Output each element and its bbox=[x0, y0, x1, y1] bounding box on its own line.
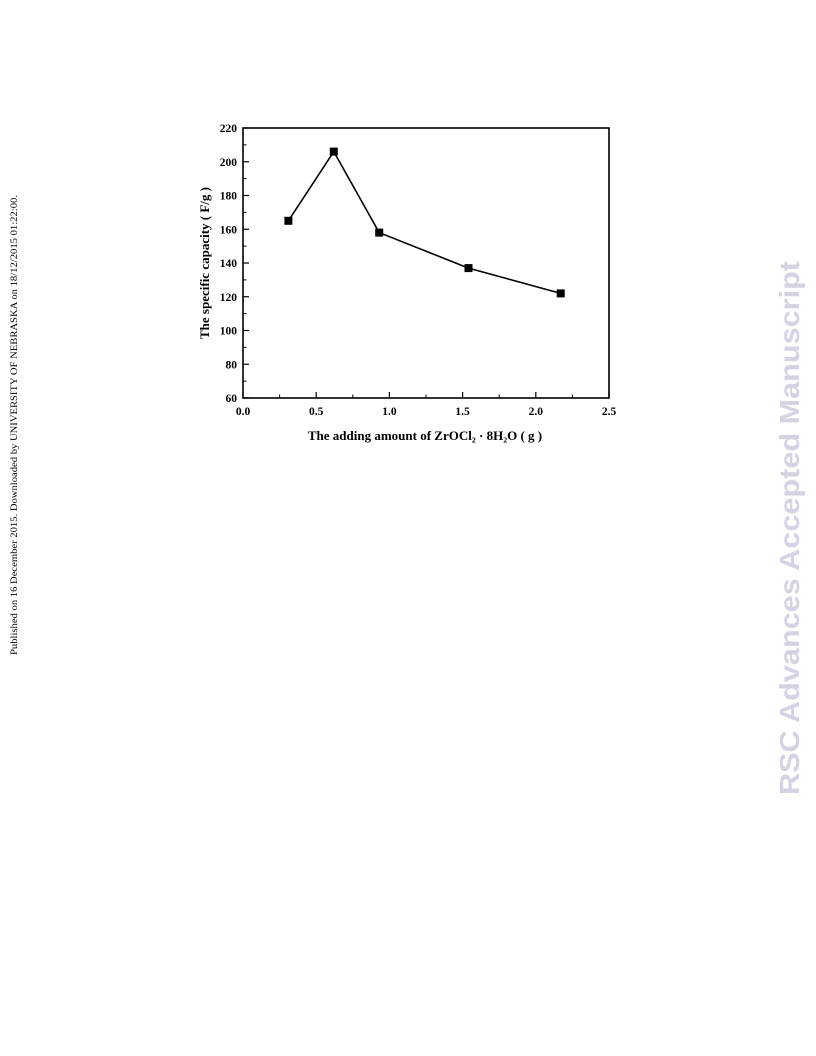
y-tick-label: 140 bbox=[220, 258, 238, 270]
watermark-text: RSC Advances Accepted Manuscript bbox=[774, 261, 805, 795]
x-tick-label: 0.0 bbox=[236, 406, 251, 418]
x-tick-label: 2.5 bbox=[602, 406, 617, 418]
x-axis-title: The adding amount of ZrOCl₂ · 8H₂O ( g ) bbox=[308, 428, 542, 443]
y-tick-label: 180 bbox=[220, 191, 238, 203]
x-tick-label: 0.5 bbox=[309, 406, 324, 418]
data-point-marker bbox=[375, 228, 384, 237]
x-tick-label: 2.0 bbox=[529, 406, 544, 418]
x-tick-label: 1.5 bbox=[455, 406, 470, 418]
data-point-marker bbox=[556, 289, 565, 298]
series-line bbox=[287, 150, 561, 295]
publication-note-text: Published on 16 December 2015. Downloade… bbox=[9, 195, 19, 655]
y-tick-label: 220 bbox=[220, 123, 238, 135]
data-point-marker bbox=[464, 264, 473, 273]
manuscript-watermark: RSC Advances Accepted Manuscript bbox=[770, 258, 806, 798]
y-axis-title: The specific capacity ( F/g ) bbox=[197, 187, 212, 339]
data-point-marker bbox=[329, 147, 338, 156]
y-tick-label: 100 bbox=[220, 326, 238, 338]
y-tick-label: 60 bbox=[226, 393, 238, 405]
x-tick-label: 1.0 bbox=[382, 406, 397, 418]
publication-note: Published on 16 December 2015. Downloade… bbox=[8, 193, 20, 655]
plot-frame bbox=[242, 127, 610, 399]
capacity-chart: 60 80 100 120 140 160 180 200 220 0.0 0.5 1.0 1.5 2.… bbox=[180, 110, 640, 460]
y-tick-label: 200 bbox=[220, 157, 238, 169]
y-tick-label: 80 bbox=[226, 359, 238, 371]
y-tick-label: 160 bbox=[220, 224, 238, 236]
data-point-marker bbox=[284, 216, 293, 225]
y-tick-label: 120 bbox=[220, 292, 238, 304]
